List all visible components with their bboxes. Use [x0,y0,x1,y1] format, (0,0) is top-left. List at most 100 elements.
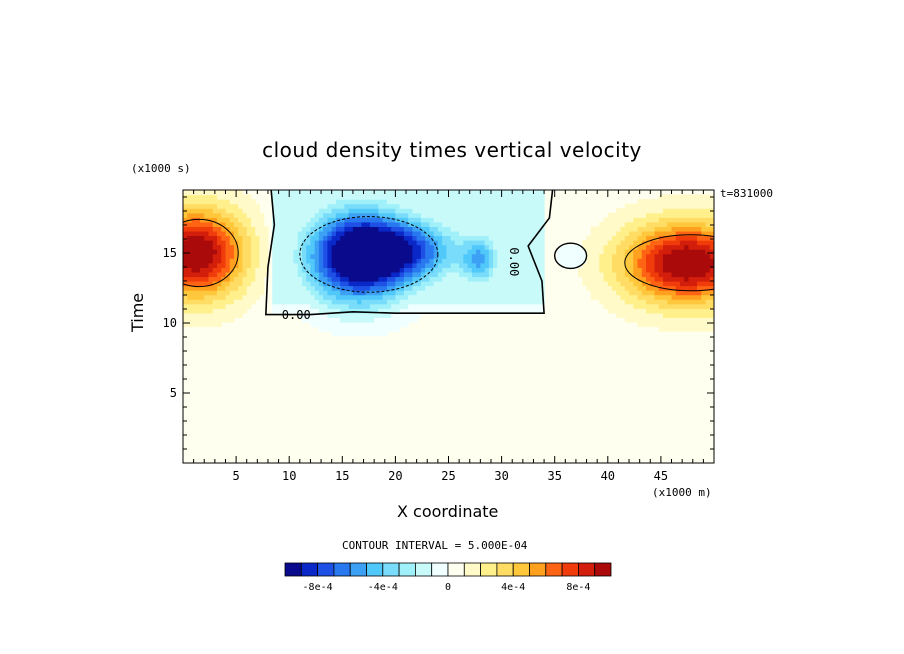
heatmap-cell [340,285,346,291]
heatmap-cell [365,285,371,291]
heatmap-cell [382,258,388,264]
heatmap-cell [238,262,244,268]
heatmap-cell [561,262,566,268]
heatmap-cell [327,244,333,250]
heatmap-cell [433,240,439,246]
heatmap-cell [327,299,333,305]
heatmap-cell [416,285,422,291]
heatmap-cell [556,258,562,264]
heatmap-cell [471,299,477,305]
heatmap-cell [620,253,626,259]
heatmap-cell [480,249,486,255]
heatmap-cell [463,212,469,218]
heatmap-cell [510,249,515,255]
heatmap-cell [437,267,443,273]
heatmap-cell [212,208,218,214]
heatmap-cell [624,244,630,250]
heatmap-cell [183,317,188,323]
heatmap-cell [340,326,346,332]
heatmap-cell [242,294,248,300]
heatmap-cell [437,230,443,237]
heatmap-cell [408,290,413,296]
heatmap-cell [395,290,401,296]
heatmap-cell [505,199,511,205]
heatmap-cell [369,253,375,259]
heatmap-cell [412,271,418,278]
heatmap-cell [323,303,329,309]
heatmap-cell [688,203,694,209]
heatmap-cell [318,267,324,273]
heatmap-cell [497,281,503,287]
heatmap-cell [238,240,244,246]
heatmap-cell [318,253,324,259]
heatmap-cell [225,194,231,200]
heatmap-cell [272,290,278,296]
heatmap-cell [195,317,201,323]
heatmap-cell [297,194,303,200]
heatmap-cell [701,267,707,273]
heatmap-cell [637,276,643,282]
heatmap-cell [297,199,303,205]
heatmap-cell [450,212,456,218]
heatmap-cell [403,258,409,264]
heatmap-cell [340,244,346,250]
heatmap-cell [238,235,244,241]
heatmap-cell [561,253,566,259]
heatmap-cell [612,299,617,305]
heatmap-cell [437,217,443,223]
heatmap-cell [467,253,473,259]
heatmap-cell [301,308,307,314]
heatmap-cell [374,203,380,209]
heatmap-cell [442,208,447,214]
heatmap-cell [284,276,290,282]
heatmap-cell [701,271,707,278]
heatmap-cell [276,208,282,214]
heatmap-cell [242,303,248,309]
heatmap-cell [382,331,388,337]
heatmap-cell [344,271,350,278]
heatmap-cell [616,267,622,273]
heatmap-cell [382,299,388,305]
heatmap-cell [480,299,486,305]
heatmap-cell [493,281,498,287]
heatmap-cell [663,240,668,246]
heatmap-cell [391,258,396,264]
heatmap-cell [705,321,711,328]
heatmap-cell [697,303,702,309]
heatmap-cell [697,199,702,205]
heatmap-cell [229,203,235,209]
heatmap-cell [250,230,256,237]
heatmap-cell [654,303,660,309]
heatmap-cell [501,208,507,214]
heatmap-cell [578,267,583,273]
heatmap-cell [582,276,588,282]
heatmap-cell [399,230,405,237]
heatmap-cell [352,262,358,268]
heatmap-cell [497,235,503,241]
heatmap-cell [633,303,639,309]
heatmap-cell [433,262,439,268]
heatmap-cell [365,276,371,282]
heatmap-cell [612,253,617,259]
heatmap-cell [684,312,690,318]
heatmap-cell [467,199,473,205]
heatmap-cell [208,212,214,218]
heatmap-cell [624,281,630,287]
heatmap-cell [208,235,214,241]
heatmap-cell [590,276,596,282]
heatmap-cell [646,244,651,250]
heatmap-cell [310,217,316,223]
heatmap-cell [297,308,303,314]
heatmap-cell [658,326,664,332]
heatmap-cell [480,190,486,196]
heatmap-cell [501,244,507,250]
heatmap-cell [297,208,303,214]
heatmap-cell [335,331,341,337]
heatmap-cell [616,299,622,305]
heatmap-cell [484,294,490,300]
heatmap-cell [412,240,418,246]
heatmap-cell [518,267,524,273]
heatmap-cell [433,294,439,300]
heatmap-cell [637,271,643,278]
heatmap-cell [340,199,346,205]
